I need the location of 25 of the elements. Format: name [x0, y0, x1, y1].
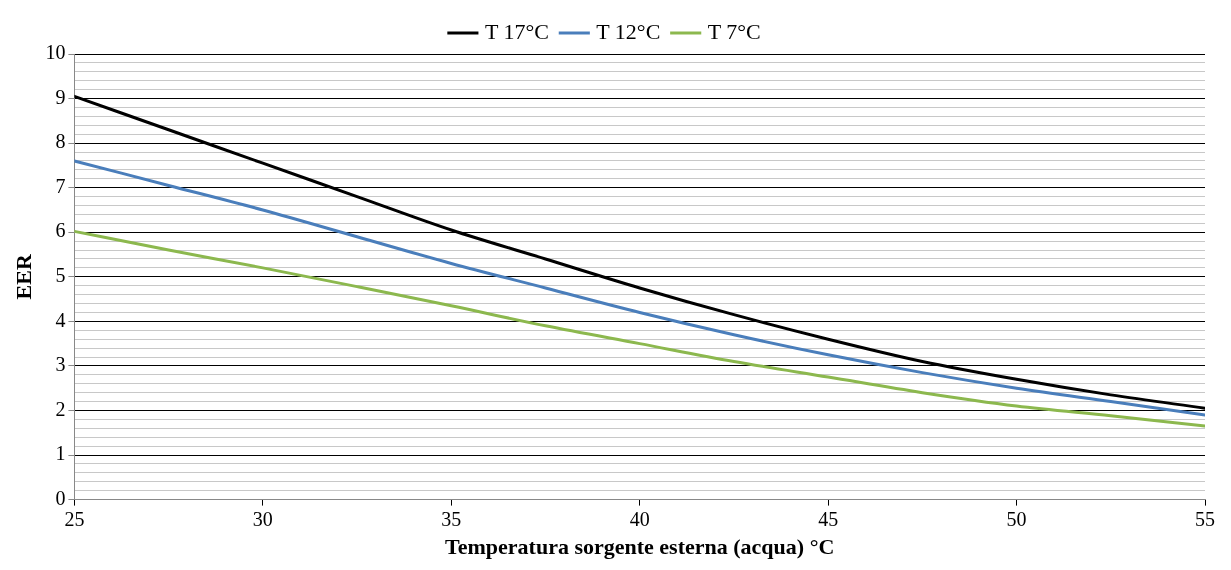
y-tick-label: 10	[45, 41, 66, 64]
legend-label: T 7°C	[707, 18, 761, 44]
legend-label: T 17°C	[484, 18, 549, 44]
y-tick-label: 9	[55, 85, 66, 108]
line-series	[74, 159, 1205, 417]
y-tick-label: 4	[55, 308, 66, 331]
y-tick-label: 3	[55, 353, 66, 376]
y-tick-label: 1	[55, 442, 66, 465]
y-tick-label: 8	[55, 130, 66, 153]
y-tick-label: 6	[55, 219, 66, 242]
x-tick-label: 35	[441, 507, 462, 530]
x-tick-label: 45	[818, 507, 839, 530]
line-series	[74, 229, 1205, 428]
x-tick-label: 40	[629, 507, 650, 530]
y-tick-label: 0	[55, 486, 66, 509]
x-axis-title: Temperatura sorgente esterna (acqua) °C	[445, 534, 835, 560]
x-tick-label: 30	[252, 507, 273, 530]
x-tick-label: 50	[1006, 507, 1027, 530]
x-tick-label: 55	[1195, 507, 1215, 530]
y-tick-label: 5	[55, 264, 66, 287]
y-tick-label: 2	[55, 397, 66, 420]
legend-label: T 12°C	[596, 18, 661, 44]
x-tick-label: 25	[64, 507, 85, 530]
y-axis-title: EER	[10, 253, 36, 300]
y-tick-label: 7	[55, 174, 66, 197]
